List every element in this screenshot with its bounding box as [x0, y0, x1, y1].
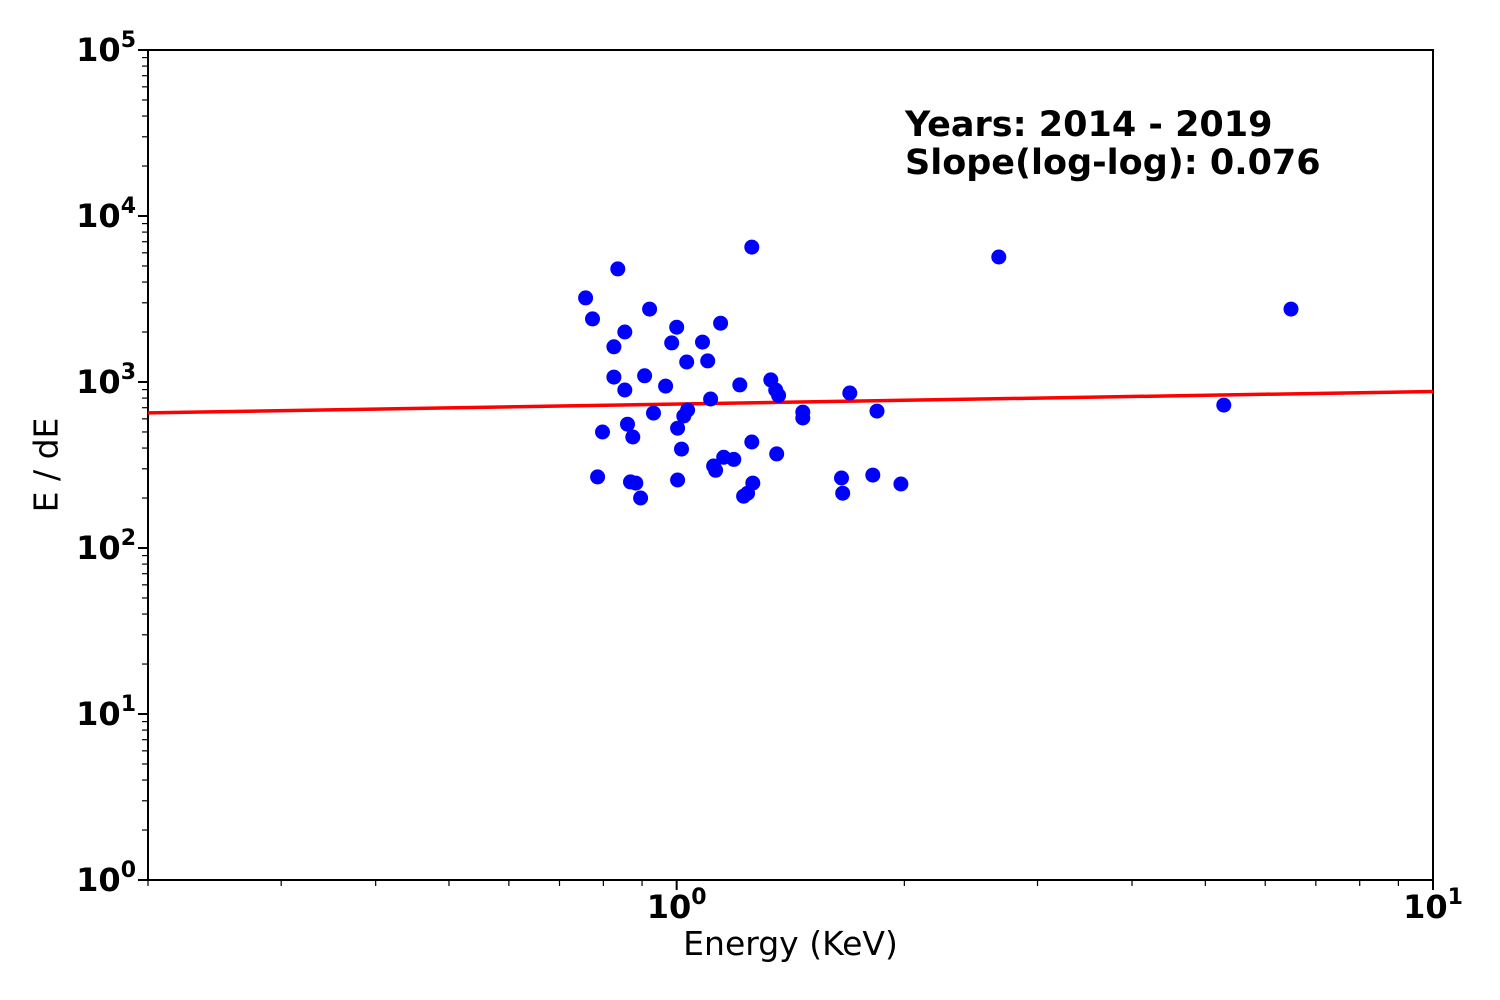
data-point [795, 410, 811, 426]
y-tick-label: 104 [76, 194, 136, 235]
data-point [732, 377, 748, 393]
data-point [771, 387, 787, 403]
data-point [740, 485, 756, 501]
annotation-years: Years: 2014 - 2019 [905, 105, 1273, 145]
data-point [620, 416, 635, 432]
data-point [695, 334, 710, 350]
data-point [769, 446, 785, 462]
annotation-slope: Slope(log-log): 0.076 [905, 143, 1321, 183]
data-point [617, 324, 633, 340]
data-point [708, 462, 724, 478]
data-point [703, 391, 719, 407]
data-point [606, 339, 622, 355]
data-point [664, 335, 680, 351]
data-point [865, 467, 881, 483]
y-tick-label: 100 [76, 858, 136, 899]
data-point [713, 315, 729, 331]
x-tick-label: 100 [647, 885, 707, 926]
data-point [869, 403, 885, 419]
data-point [595, 424, 610, 440]
y-tick-label: 102 [76, 526, 136, 567]
data-point [1283, 301, 1299, 317]
data-point [726, 451, 742, 467]
y-axis-label: E / dE [26, 417, 66, 513]
data-point [628, 475, 644, 491]
data-point [610, 261, 626, 277]
x-axis-label: Energy (KeV) [683, 924, 898, 963]
data-point [637, 368, 653, 384]
x-tick-label: 101 [1403, 885, 1463, 926]
data-point [834, 470, 849, 486]
data-point [642, 301, 658, 317]
data-point [585, 311, 600, 327]
data-point [669, 319, 685, 335]
data-point [670, 420, 686, 436]
data-point [658, 378, 674, 394]
data-point [1216, 397, 1232, 413]
data-point [670, 472, 686, 488]
y-tick-label: 101 [76, 692, 136, 733]
y-tick-label: 105 [76, 28, 136, 69]
y-tick-label: 103 [76, 360, 136, 401]
data-point [676, 408, 692, 424]
data-point [744, 239, 760, 255]
data-point [893, 476, 909, 492]
data-point [674, 441, 689, 457]
data-point [646, 405, 661, 421]
data-point [578, 290, 594, 306]
data-point [842, 385, 858, 401]
data-point [625, 429, 641, 445]
data-point [700, 353, 716, 369]
data-point [835, 485, 851, 501]
data-point [744, 434, 760, 450]
data-point [991, 249, 1007, 265]
data-point [679, 354, 695, 370]
data-point [606, 369, 622, 385]
data-point [633, 490, 649, 506]
trend-line [147, 389, 1434, 415]
annotation-box: Years: 2014 - 2019 Slope(log-log): 0.076 [905, 106, 1321, 182]
data-point [617, 382, 633, 398]
data-point [590, 469, 606, 485]
plot-frame [147, 49, 1434, 881]
